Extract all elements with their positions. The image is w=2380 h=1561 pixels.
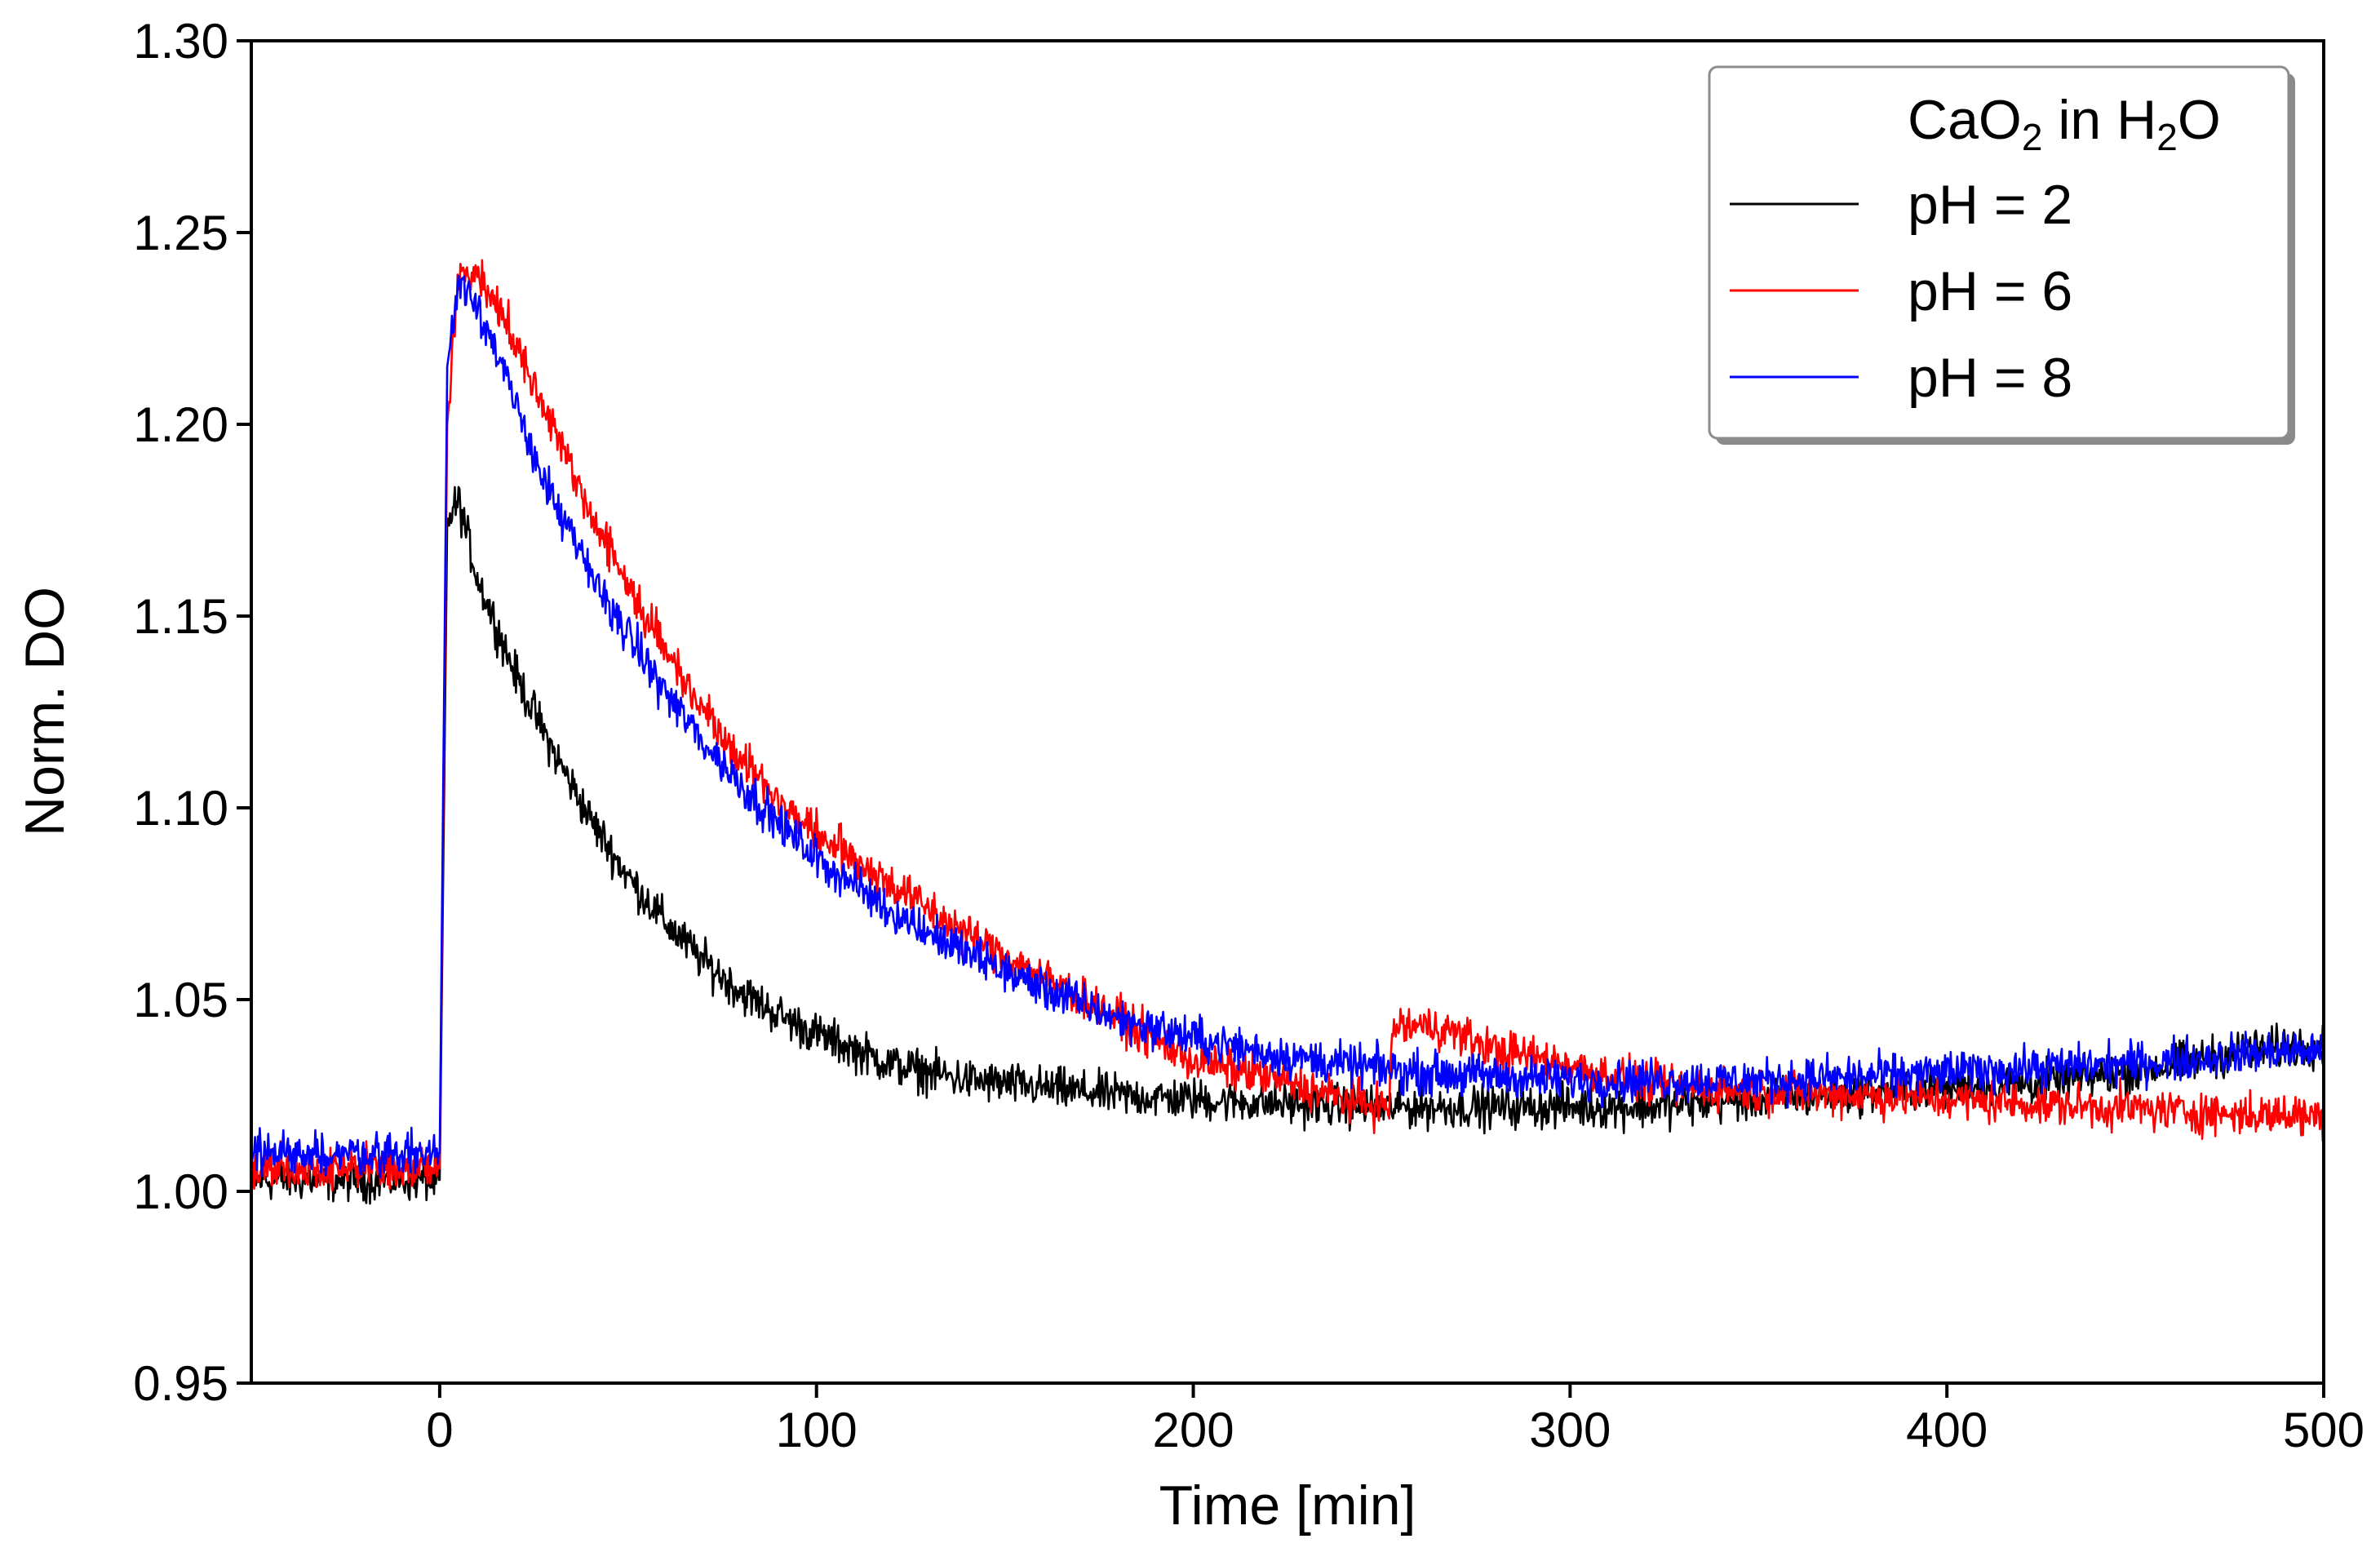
y-tick-label: 0.95 xyxy=(133,1356,228,1411)
legend-title: CaO2 in H2O xyxy=(1908,89,2221,158)
x-tick-label: 100 xyxy=(776,1403,858,1457)
y-tick-label: 1.00 xyxy=(133,1164,228,1219)
y-tick-label: 1.10 xyxy=(133,781,228,836)
series-line-ph-8 xyxy=(250,274,2325,1179)
plot-frame xyxy=(250,39,2325,1385)
y-tick-label: 1.25 xyxy=(133,206,228,260)
x-tick-label: 0 xyxy=(426,1403,453,1457)
x-tick-label: 400 xyxy=(1906,1403,1988,1457)
legend-label-ph2: pH = 2 xyxy=(1908,174,2072,236)
y-tick-label: 1.15 xyxy=(133,589,228,644)
y-tick-label: 1.20 xyxy=(133,397,228,452)
x-axis: 0 100 200 300 400 500 xyxy=(426,1383,2364,1457)
legend-label-ph6: pH = 6 xyxy=(1908,260,2072,322)
legend: CaO2 in H2O pH = 2 pH = 6 pH = 8 xyxy=(1708,65,2295,445)
y-axis-title: Norm. DO xyxy=(14,587,76,836)
series-layer xyxy=(250,259,2325,1205)
x-tick-label: 300 xyxy=(1529,1403,1611,1457)
legend-title-part: CaO xyxy=(1908,89,2022,151)
legend-title-subscript: 2 xyxy=(2022,116,2043,158)
legend-title-part: in H xyxy=(2042,89,2156,151)
y-tick-label: 1.30 xyxy=(133,14,228,69)
legend-label-ph8: pH = 8 xyxy=(1908,347,2072,409)
legend-title-subscript: 2 xyxy=(2156,116,2178,158)
legend-box xyxy=(1708,65,2290,440)
x-axis-title: Time [min] xyxy=(1159,1475,1416,1537)
y-tick-label: 1.05 xyxy=(133,973,228,1027)
series-line-ph-2 xyxy=(250,486,2325,1205)
legend-title-part: O xyxy=(2178,89,2221,151)
x-tick-label: 500 xyxy=(2283,1403,2364,1457)
x-tick-label: 200 xyxy=(1152,1403,1234,1457)
y-axis: 0.95 1.00 1.05 1.10 1.15 1.20 1.25 1.30 xyxy=(133,14,251,1411)
